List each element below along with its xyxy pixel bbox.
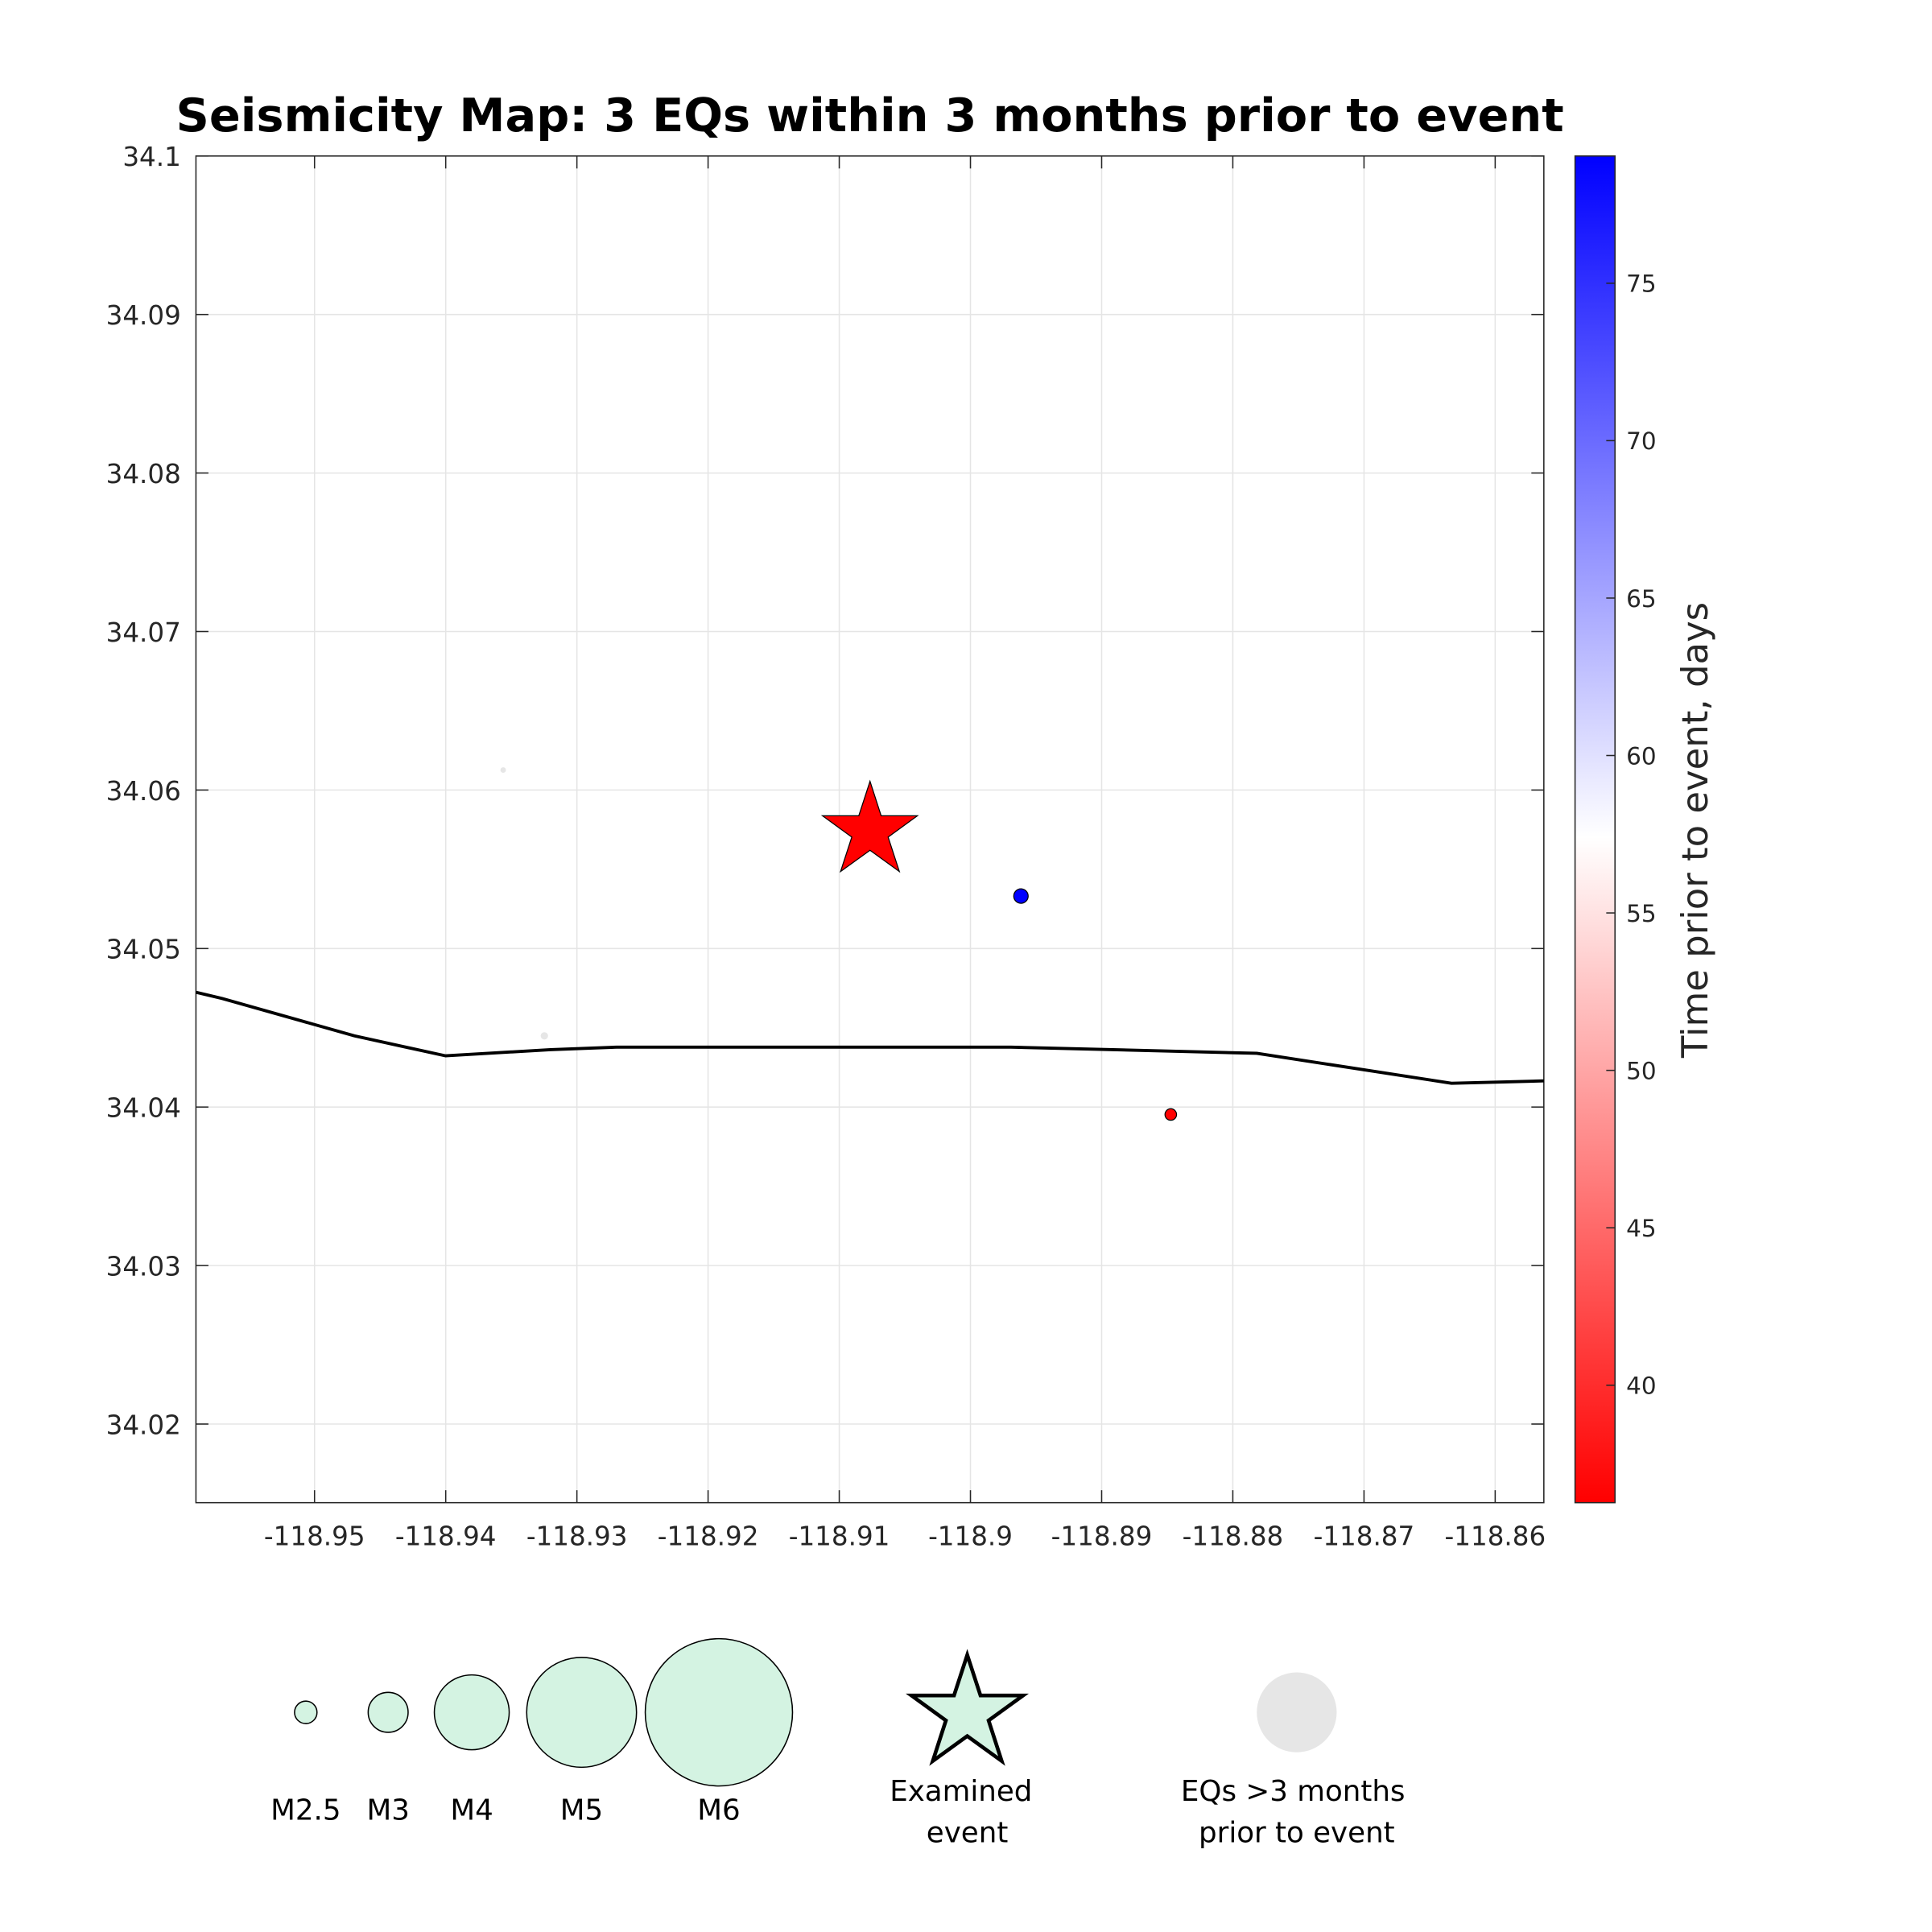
- colorbar-tick-label: 60: [1626, 742, 1656, 770]
- legend-examined-label-1: Examined: [890, 1775, 1032, 1808]
- legend: Examined event EQs >3 months prior to ev…: [270, 1637, 1406, 1849]
- legend-older-label-1: EQs >3 months: [1181, 1775, 1406, 1808]
- colorbar-tick-label: 45: [1626, 1215, 1656, 1242]
- colorbar-ticks: 40 45 50 55 60 65 70 75: [1606, 270, 1657, 1400]
- older-event-marker: [500, 767, 506, 774]
- y-tick-label: 34.07: [106, 617, 181, 648]
- y-tick-label: 34.02: [106, 1410, 181, 1440]
- legend-magnitude-circle: [367, 1691, 409, 1733]
- x-tick-label: -118.87: [1314, 1521, 1415, 1551]
- colorbar-tick-label: 75: [1626, 270, 1656, 298]
- legend-magnitude-circle: [294, 1700, 318, 1724]
- y-tick-label: 34.04: [106, 1093, 181, 1124]
- legend-magnitude-circle: [433, 1674, 510, 1751]
- examined-event-star: [820, 779, 919, 873]
- chart-title: Seismicity Map: 3 EQs within 3 months pr…: [176, 89, 1564, 142]
- legend-magnitude-circle: [526, 1657, 638, 1769]
- event-markers: [500, 767, 1178, 1121]
- x-tick-label: -118.93: [526, 1521, 628, 1551]
- y-tick-label: 34.06: [106, 776, 181, 807]
- legend-magnitude-label: M6: [697, 1794, 740, 1827]
- legend-older-label-2: prior to event: [1199, 1816, 1395, 1849]
- legend-magnitude-label: M3: [366, 1794, 409, 1827]
- colorbar-tick-label: 55: [1626, 900, 1656, 927]
- colorbar-tick-label: 40: [1626, 1373, 1656, 1400]
- y-tick-label: 34.08: [106, 459, 181, 489]
- legend-magnitude-label: M2.5: [270, 1794, 341, 1827]
- legend-magnitude-label: M5: [560, 1794, 603, 1827]
- colorbar-tick-label: 50: [1626, 1057, 1656, 1084]
- colorbar-label: Time prior to event, days: [1674, 602, 1716, 1059]
- recent-event-marker: [1164, 1108, 1178, 1121]
- x-tick-label: -118.92: [658, 1521, 759, 1551]
- x-tick-label: -118.86: [1445, 1521, 1546, 1551]
- x-tick-label: -118.89: [1051, 1521, 1153, 1551]
- colorbar: [1574, 155, 1616, 1504]
- legend-examined-label-2: event: [927, 1816, 1009, 1849]
- colorbar-tick-label: 70: [1626, 427, 1656, 455]
- x-tick-label: -118.9: [928, 1521, 1013, 1551]
- y-tick-label: 34.1: [122, 142, 180, 172]
- plot-area-frame: [195, 155, 1545, 1504]
- fault-line: [195, 990, 1544, 1085]
- y-tick-label: 34.03: [106, 1252, 181, 1282]
- colorbar-tick-label: 65: [1626, 585, 1656, 613]
- legend-magnitude-circle: [644, 1637, 794, 1787]
- x-tick-label: -118.88: [1183, 1521, 1284, 1551]
- legend-older-event-circle: [1257, 1672, 1337, 1752]
- older-event-marker: [540, 1032, 548, 1040]
- recent-event-marker: [1013, 888, 1029, 904]
- x-tick-label: -118.91: [789, 1521, 890, 1551]
- legend-magnitude-label: M4: [450, 1794, 493, 1827]
- legend-examined-star-icon: [906, 1649, 1030, 1766]
- y-tick-label: 34.09: [106, 300, 181, 331]
- y-tick-label: 34.05: [106, 935, 181, 965]
- x-tick-label: -118.94: [395, 1521, 497, 1551]
- x-tick-label: -118.95: [264, 1521, 365, 1551]
- axis-ticks: -118.95 -118.94 -118.93 -118.92 -118.91 -118.…: [106, 142, 1546, 1551]
